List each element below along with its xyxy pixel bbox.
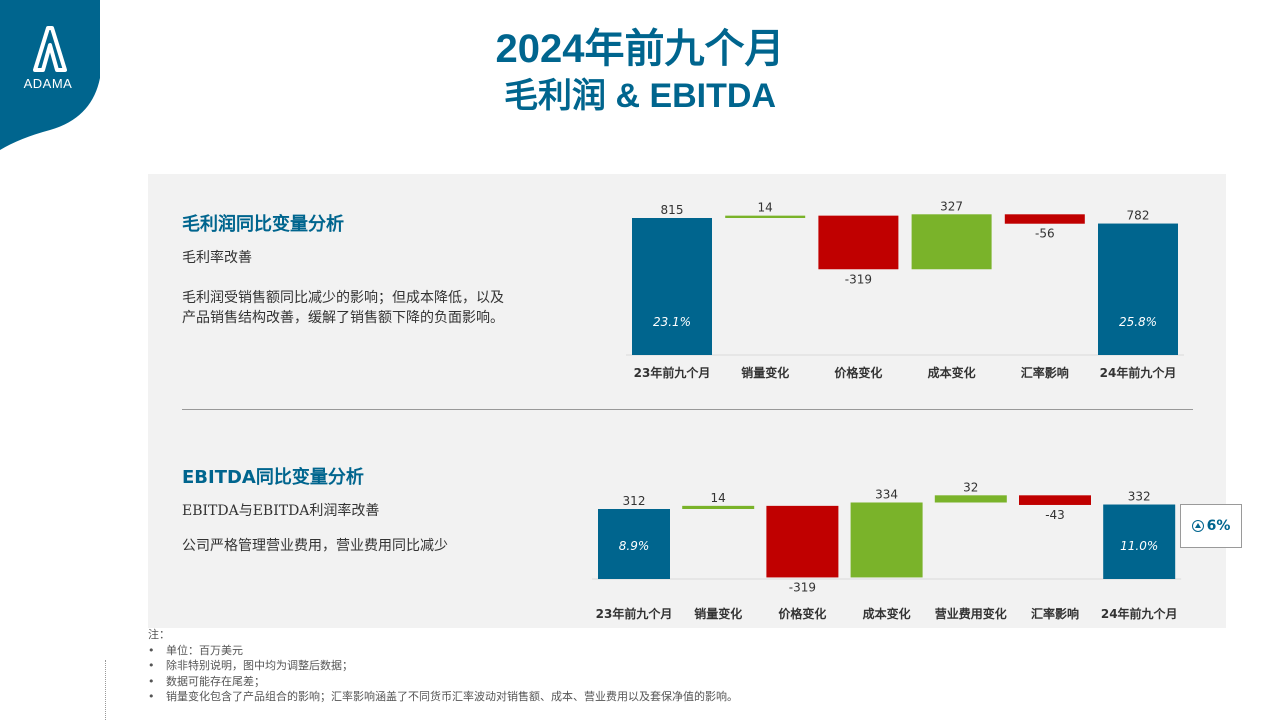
footnote-item: • 单位：百万美元 (148, 643, 243, 657)
ebitda-subheading: EBITDA与EBITDA利润率改善 (182, 503, 380, 519)
chart-data-label: -319 (789, 580, 816, 594)
footnotes: 注： • 单位：百万美元 • 除非特别说明，图中均为调整后数据； • 数据可能存在尾差… (148, 627, 738, 705)
ebitda-heading: EBITDA同比变量分析 (182, 467, 364, 488)
chart-bar (632, 218, 712, 355)
chart-category-label: 汇率影响 (1031, 606, 1079, 621)
logo-background (0, 0, 100, 150)
chart-category-label: 价格变化 (778, 606, 826, 621)
chart-bar (850, 502, 923, 578)
chart-data-label: 32 (963, 480, 978, 494)
chart-category-label: 汇率影响 (1021, 365, 1069, 380)
chart-category-label: 23年前九个月 (634, 365, 711, 380)
chart-margin-label: 25.8% (1119, 315, 1157, 329)
chart-margin-label: 11.0% (1120, 539, 1158, 553)
chart-category-label: 营业费用变化 (935, 606, 1007, 621)
chart-data-label: 782 (1127, 209, 1150, 223)
chart-bar (911, 214, 992, 270)
footnote-item: • 除非特别说明，图中均为调整后数据； (148, 659, 353, 672)
dotted-divider (105, 660, 106, 720)
chart-data-label: 332 (1128, 490, 1151, 504)
chart-bar (682, 505, 755, 509)
chart-category-label: 销量变化 (694, 606, 742, 621)
chart-bar (598, 509, 670, 579)
chart-bar (1103, 504, 1176, 579)
chart-category-label: 销量变化 (741, 365, 789, 380)
chart-data-label: 327 (940, 199, 963, 213)
chart-data-label: 14 (758, 201, 773, 215)
chart-margin-label: 23.1% (653, 315, 691, 329)
footnote-item: • 销量变化包含了产品组合的影响；汇率影响涵盖了不同货币汇率波动对销售额、成本、营… (148, 690, 738, 703)
chart-category-label: 24年前九个月 (1100, 365, 1177, 380)
chart-category-label: 23年前九个月 (596, 606, 673, 621)
logo-text: ADAMA (23, 76, 73, 91)
chart-data-label: 815 (661, 203, 684, 217)
up-arrow-circle-icon (1191, 520, 1204, 532)
chart-data-label: -56 (1035, 227, 1055, 241)
chart-data-label: 334 (875, 487, 898, 501)
gross-profit-subheading: 毛利率改善 (182, 250, 252, 266)
chart-bar (725, 215, 806, 218)
gross-profit-body-line2: 产品销售结构改善，缓解了销售额下降的负面影响。 (182, 310, 504, 326)
chart-category-label: 成本变化 (863, 606, 911, 621)
chart-margin-label: 8.9% (619, 539, 650, 553)
chart-data-label: -319 (845, 272, 872, 286)
chart-bar (1004, 214, 1085, 224)
adama-logo-icon (33, 26, 67, 72)
footnote-item: • 数据可能存在尾差； (148, 674, 265, 688)
chart-bar (1098, 223, 1178, 355)
page-subtitle: 毛利润 & EBITDA (504, 77, 776, 115)
gross-profit-heading: 毛利润同比变量分析 (182, 214, 344, 235)
ebitda-growth-callout: 6% (1180, 504, 1242, 548)
ebitda-body: 公司严格管理营业费用，营业费用同比减少 (182, 538, 448, 554)
chart-bar (1019, 495, 1091, 505)
chart-data-label: 312 (623, 494, 646, 508)
chart-data-label: -43 (1045, 508, 1065, 522)
ebitda-growth-value: 6% (1206, 518, 1231, 534)
chart-bar (766, 505, 839, 578)
chart-category-label: 成本变化 (928, 365, 976, 380)
chart-data-label: 14 (711, 491, 726, 505)
chart-bar (934, 495, 1007, 503)
chart-category-label: 24年前九个月 (1101, 606, 1178, 621)
page-title: 2024年前九个月 (495, 27, 785, 71)
footnotes-heading: 注： (148, 628, 170, 641)
section-divider (182, 409, 1193, 410)
gross-profit-body-line1: 毛利润受销售额同比减少的影响；但成本降低，以及 (182, 290, 504, 306)
chart-category-label: 价格变化 (834, 365, 882, 380)
chart-bar (818, 215, 899, 270)
